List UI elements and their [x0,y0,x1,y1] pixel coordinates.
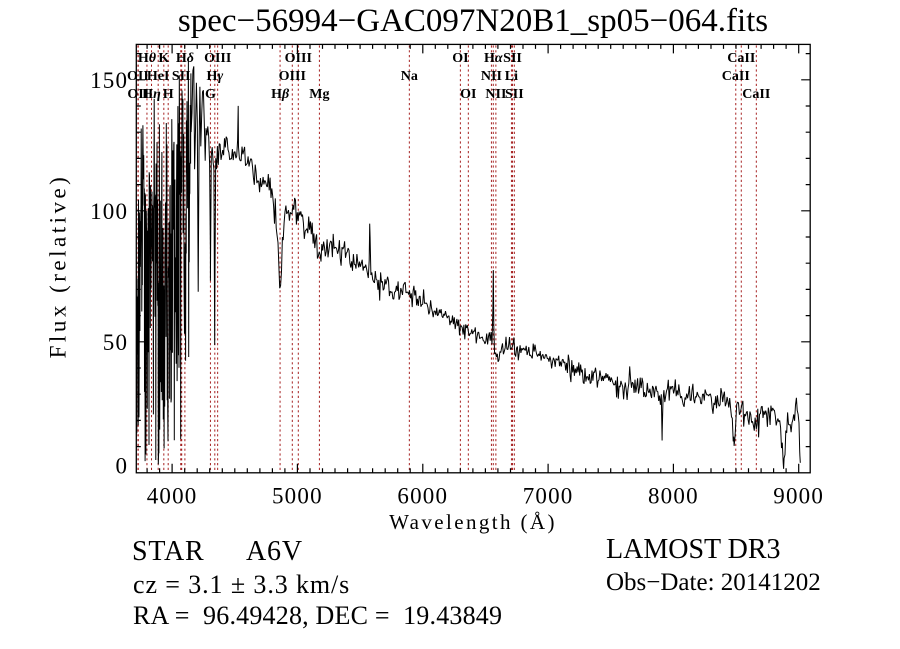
svg-text:OI: OI [460,87,476,102]
svg-text:Hγ: Hγ [206,69,223,84]
svg-text:Wavelength (Å): Wavelength (Å) [389,510,557,534]
svg-text:spec−56994−GAC097N20B1_sp05−06: spec−56994−GAC097N20B1_sp05−064.fits [178,3,768,39]
svg-text:OII: OII [127,69,149,84]
svg-text:OIII: OIII [204,51,231,66]
svg-text:Mg: Mg [309,87,329,102]
svg-text:150: 150 [90,68,128,93]
svg-text:STAR: STAR [132,536,205,567]
svg-text:Flux (relative): Flux (relative) [46,174,71,359]
svg-text:8000: 8000 [648,484,699,509]
svg-text:4000: 4000 [147,484,198,509]
svg-text:OI: OI [452,51,468,66]
svg-text:6000: 6000 [397,484,448,509]
svg-text:HeI: HeI [147,69,170,84]
svg-text:Hθ: Hθ [138,51,157,66]
svg-text:50: 50 [103,330,128,355]
svg-text:OIII: OIII [279,69,306,84]
svg-text:5000: 5000 [272,484,323,509]
svg-text:Li: Li [505,69,518,84]
svg-text:Hα: Hα [484,51,503,66]
svg-text:0: 0 [115,454,128,479]
svg-text:SII: SII [172,69,191,84]
svg-text:Hδ: Hδ [176,51,194,66]
svg-text:A6V: A6V [246,536,303,567]
svg-text:CaII: CaII [742,87,770,102]
svg-text:NII: NII [485,87,506,102]
svg-text:RA = 96.49428, DEC = 19.4384: RA = 96.49428, DEC = 19.43849 [133,601,502,630]
svg-text:G: G [205,87,216,102]
svg-text:NII: NII [481,69,502,84]
svg-text:Na: Na [401,69,418,84]
svg-text:K: K [158,51,169,66]
svg-text:OIII: OIII [285,51,312,66]
svg-text:OII: OII [127,87,149,102]
svg-text:H: H [163,87,174,102]
svg-text:CaII: CaII [727,51,755,66]
svg-text:Obs−Date: 20141202: Obs−Date: 20141202 [606,569,821,596]
svg-text:100: 100 [90,199,128,224]
svg-text:cz = 3.1 ± 3.3 km/s: cz = 3.1 ± 3.3 km/s [133,570,350,599]
svg-text:SII: SII [503,51,522,66]
svg-text:LAMOST DR3: LAMOST DR3 [606,534,781,565]
svg-text:Hβ: Hβ [271,87,290,102]
svg-text:CaII: CaII [722,69,750,84]
svg-text:Hη: Hη [142,87,161,102]
svg-text:9000: 9000 [773,484,824,509]
svg-text:7000: 7000 [523,484,574,509]
svg-text:SII: SII [505,87,524,102]
